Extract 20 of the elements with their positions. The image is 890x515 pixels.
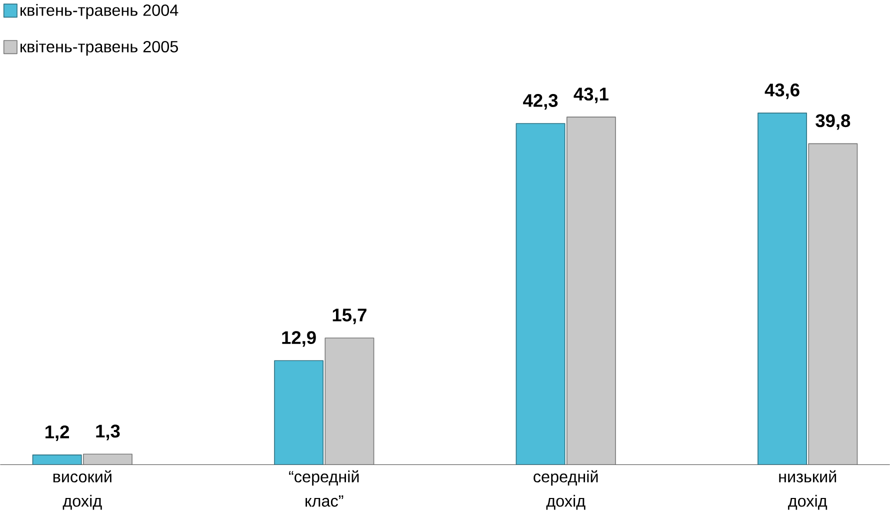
data-label: 1,2 [46,425,70,441]
bar [324,338,374,465]
x-tick-label: високий дохід [53,470,112,510]
x-tick-label: “середній клас” [289,470,359,507]
x-tick-label: середній дохід [534,470,598,510]
data-label: 43,1 [574,87,608,104]
data-label: 1,3 [96,424,120,440]
bar [758,112,807,465]
x-tick-label: низький дохід [779,470,836,510]
data-label: 15,7 [332,308,366,324]
data-label: 39,8 [816,114,850,130]
data-label: 43,6 [764,83,800,100]
legend-label: квітень-травень 2005 [20,40,178,56]
legend-label: квітень-травень 2004 [20,4,178,20]
bar [808,143,858,465]
bar [516,123,566,465]
bar [566,116,616,465]
data-label: 12,9 [282,331,316,347]
data-label: 42,3 [523,94,558,110]
bar [274,360,324,465]
